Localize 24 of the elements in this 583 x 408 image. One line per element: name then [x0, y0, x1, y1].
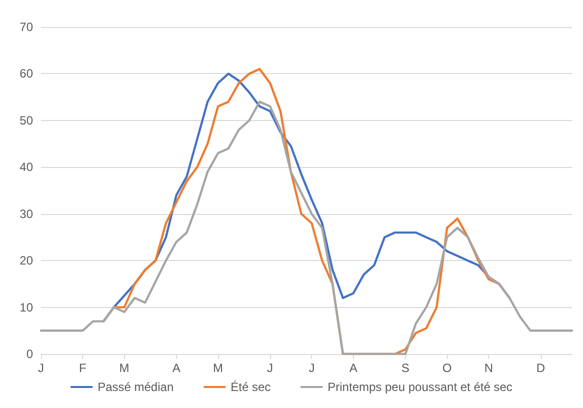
- y-tick-label: 20: [20, 254, 34, 268]
- y-tick-label: 50: [20, 113, 34, 128]
- y-tick-label: 10: [20, 300, 34, 314]
- y-tick-label: 60: [20, 66, 34, 81]
- x-tick-label: D: [536, 361, 546, 375]
- legend-label: Passé médian: [98, 380, 174, 394]
- x-tick-label: J: [308, 361, 315, 375]
- x-tick-label: A: [349, 361, 358, 375]
- legend-label: Été sec: [230, 380, 271, 394]
- y-tick-label: 70: [20, 20, 34, 34]
- x-tick-label: M: [119, 361, 130, 375]
- legend-label: Printemps peu poussant et été sec: [328, 380, 512, 394]
- x-tick-label: A: [172, 361, 180, 375]
- y-tick-label: 40: [20, 160, 34, 174]
- x-tick-label: S: [401, 361, 410, 375]
- y-tick-label: 30: [20, 206, 34, 221]
- line-series: [40, 100, 574, 356]
- y-tick-label: 0: [26, 347, 34, 361]
- x-tick-label: N: [484, 361, 494, 375]
- x-tick-label: O: [442, 361, 452, 375]
- x-tick-label: F: [78, 361, 86, 375]
- x-tick-label: M: [213, 361, 223, 375]
- x-tick-label: J: [38, 361, 44, 375]
- x-tick-label: J: [267, 361, 274, 375]
